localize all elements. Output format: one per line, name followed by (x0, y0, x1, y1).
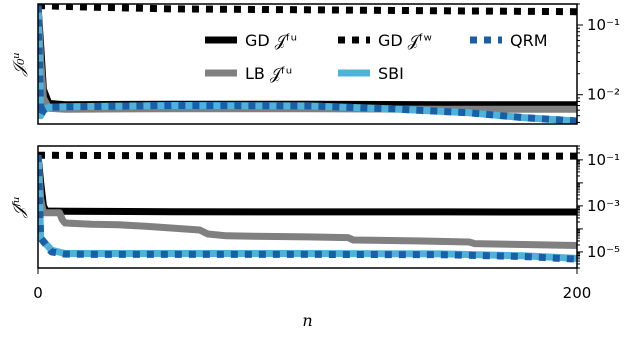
series-line-qrm (38, 5, 577, 124)
series-line-lb_u (38, 5, 577, 113)
bottom-panel: 10⁻¹ 10⁻³ 10⁻⁵ 0 200 𝒥ᶠᵘ n (9, 145, 620, 330)
series-line-gd_w (38, 4, 577, 16)
series-line-gd_w (38, 151, 577, 160)
x-axis-label: n (302, 311, 312, 330)
series-group (38, 151, 577, 263)
x-tick-label: 200 (563, 284, 592, 302)
series-line-lb_u (38, 154, 577, 249)
legend-label-gd_u: GD 𝒥ᶠᵘ (245, 31, 297, 50)
legend-label-gd_w: GD 𝒥ᶠʷ (378, 31, 432, 50)
y-tick-label: 10⁻⁵ (587, 243, 620, 261)
plot-frame (37, 3, 578, 125)
series-line-gd_u (38, 5, 577, 109)
series-line-gd_u (38, 154, 577, 216)
top-panel: 10⁻¹ 10⁻² 𝒥₀ᵘ (9, 3, 620, 125)
y-tick-label: 10⁻³ (587, 197, 620, 215)
legend: GD 𝒥ᶠᵘ GD 𝒥ᶠʷ QRM LB 𝒥ᶠᵘ SBI (205, 31, 548, 83)
series-group (38, 4, 577, 124)
legend-label-qrm: QRM (510, 31, 548, 50)
y-tick-label: 10⁻¹ (587, 16, 620, 34)
y-tick-label: 10⁻¹ (587, 151, 620, 169)
y-axis-label: 𝒥₀ᵘ (9, 52, 28, 77)
y-axis-label: 𝒥ᶠᵘ (9, 196, 28, 218)
legend-label-sbi: SBI (378, 64, 404, 83)
x-tick-label: 0 (33, 284, 43, 302)
legend-label-lb_u: LB 𝒥ᶠᵘ (245, 64, 292, 83)
y-tick-label: 10⁻² (587, 86, 620, 104)
plot-frame (37, 145, 578, 269)
